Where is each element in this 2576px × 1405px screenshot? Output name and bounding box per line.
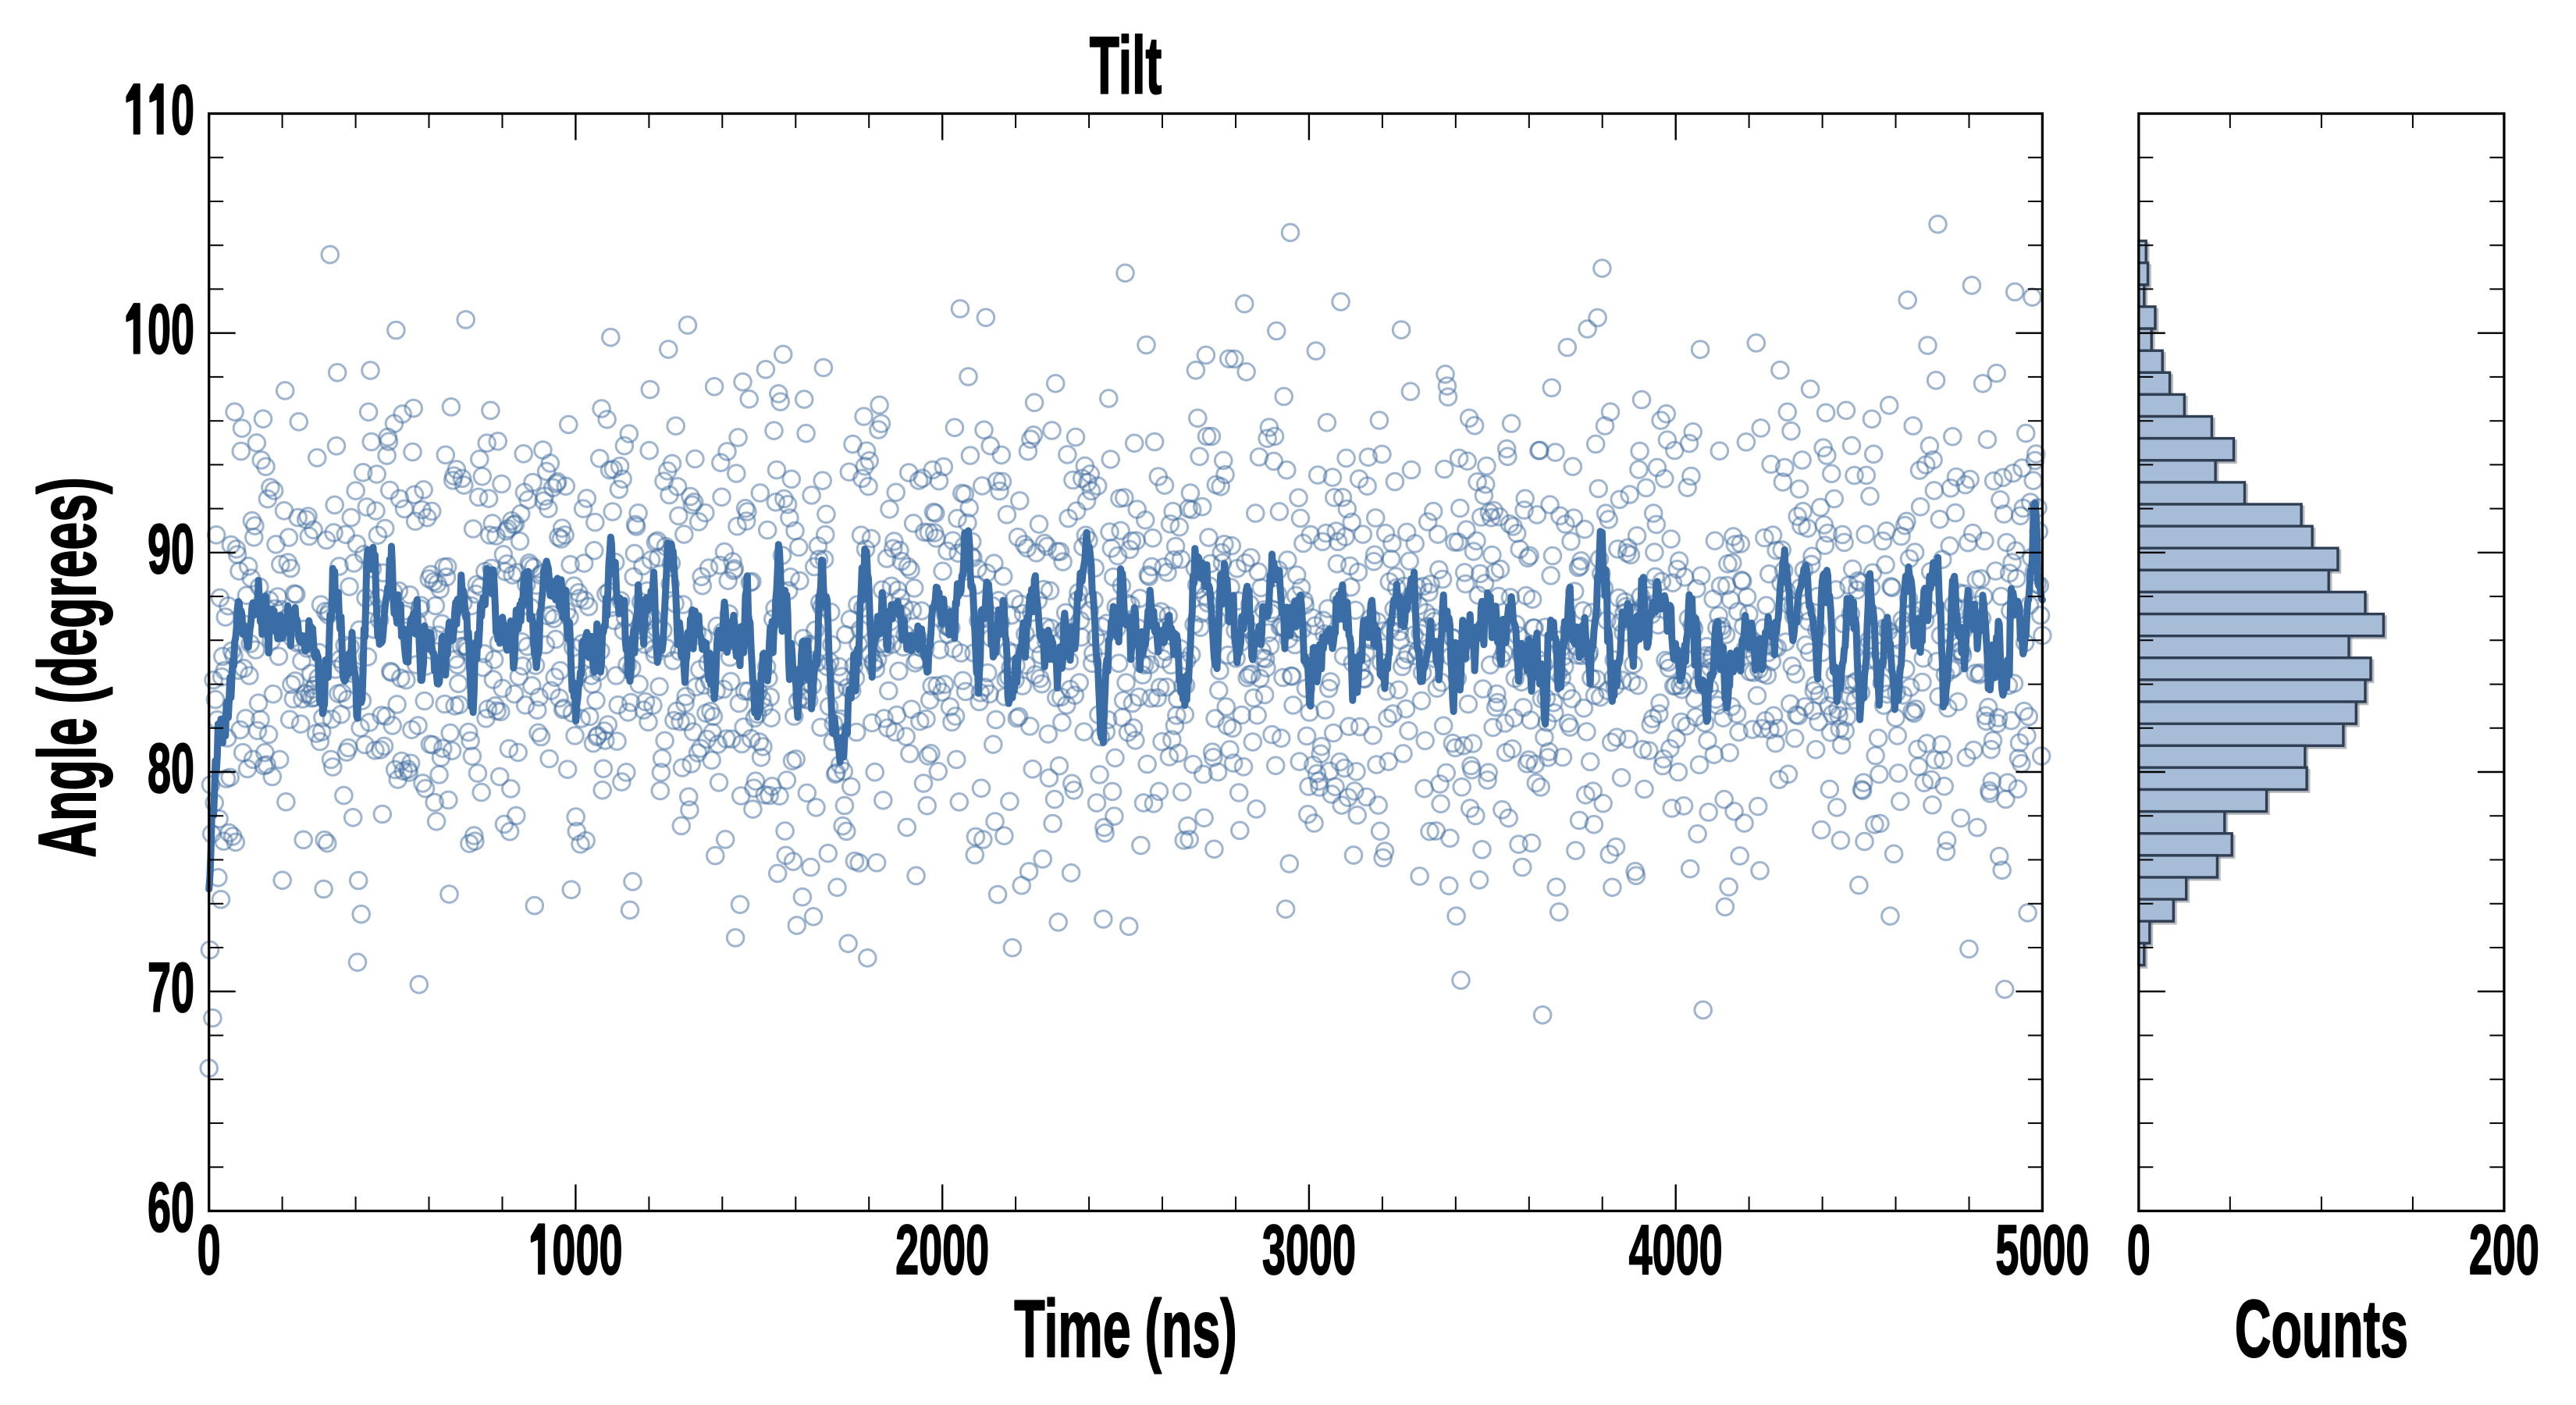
svg-text:0: 0 bbox=[1286, 1211, 1309, 1289]
svg-text:9: 9 bbox=[148, 510, 171, 589]
svg-text:0: 0 bbox=[171, 510, 194, 589]
svg-text:0: 0 bbox=[942, 1211, 966, 1289]
svg-text:0: 0 bbox=[1699, 1211, 1723, 1289]
svg-text:0: 0 bbox=[1676, 1211, 1699, 1289]
svg-text:0: 0 bbox=[148, 290, 171, 368]
svg-text:Counts: Counts bbox=[2235, 1284, 2408, 1374]
svg-text:0: 0 bbox=[2019, 1211, 2042, 1289]
svg-text:0: 0 bbox=[171, 1168, 194, 1247]
svg-text:0: 0 bbox=[171, 290, 194, 368]
svg-text:0: 0 bbox=[2065, 1211, 2089, 1289]
svg-text:7: 7 bbox=[148, 948, 171, 1027]
svg-text:0: 0 bbox=[919, 1211, 942, 1289]
svg-text:0: 0 bbox=[2492, 1211, 2516, 1289]
svg-text:0: 0 bbox=[171, 729, 194, 808]
svg-text:6: 6 bbox=[148, 1168, 171, 1247]
svg-text:2: 2 bbox=[2469, 1211, 2492, 1289]
svg-text:0: 0 bbox=[552, 1211, 575, 1289]
svg-text:4: 4 bbox=[1629, 1211, 1653, 1289]
svg-text:0: 0 bbox=[966, 1211, 989, 1289]
svg-text:8: 8 bbox=[148, 729, 171, 808]
svg-text:0: 0 bbox=[1309, 1211, 1332, 1289]
svg-text:0: 0 bbox=[171, 70, 194, 149]
svg-text:0: 0 bbox=[2127, 1211, 2151, 1289]
svg-text:0: 0 bbox=[171, 948, 194, 1027]
svg-text:0: 0 bbox=[1332, 1211, 1356, 1289]
svg-text:5: 5 bbox=[1995, 1211, 2019, 1289]
svg-text:0: 0 bbox=[575, 1211, 599, 1289]
svg-text:0: 0 bbox=[599, 1211, 622, 1289]
svg-text:0: 0 bbox=[197, 1211, 221, 1289]
svg-text:3: 3 bbox=[1262, 1211, 1286, 1289]
svg-text:Tilt: Tilt bbox=[1090, 20, 1162, 111]
svg-text:2: 2 bbox=[895, 1211, 919, 1289]
svg-text:Time (ns): Time (ns) bbox=[1014, 1284, 1236, 1374]
svg-text:0: 0 bbox=[2516, 1211, 2539, 1289]
svg-text:Angle (degrees): Angle (degrees) bbox=[23, 477, 112, 857]
svg-text:0: 0 bbox=[2042, 1211, 2065, 1289]
svg-text:0: 0 bbox=[1653, 1211, 1676, 1289]
